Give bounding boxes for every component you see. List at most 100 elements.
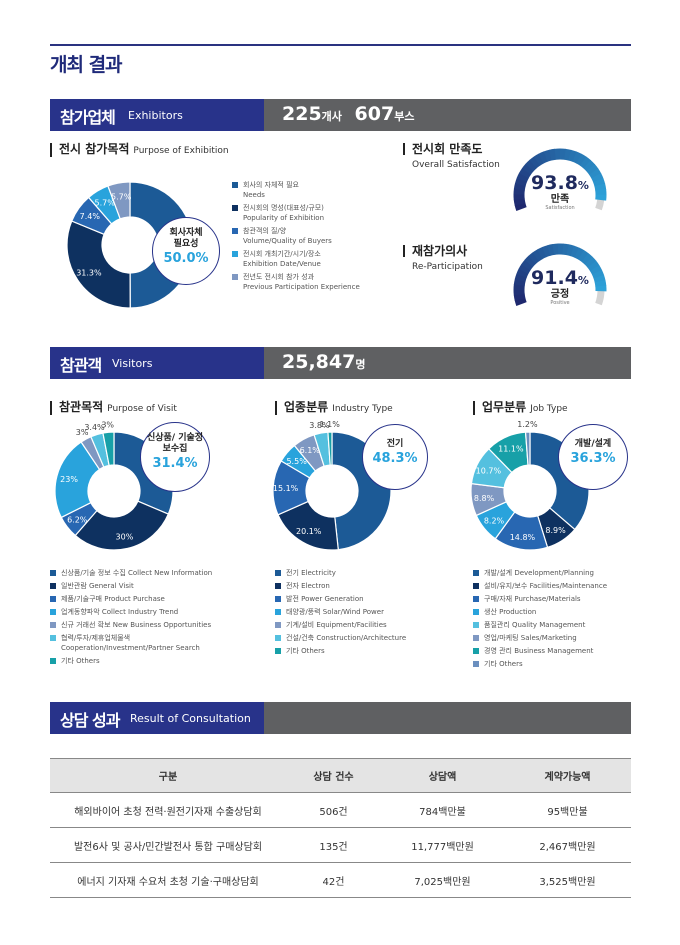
consultation-title-en: Result of Consultation bbox=[130, 712, 251, 725]
pie-data-label: 11.1% bbox=[498, 445, 524, 454]
satisfaction-title-ko: 전시회 만족도 bbox=[412, 142, 483, 156]
exhibition-purpose-title-en: Purpose of Exhibition bbox=[133, 146, 229, 156]
visit-purpose-title-ko: 참관목적 bbox=[59, 400, 104, 414]
pie-data-label: 3% bbox=[101, 420, 114, 429]
industry-type-callout-value: 48.3% bbox=[372, 451, 418, 466]
gauge-value-arc bbox=[529, 156, 541, 169]
satisfaction-title-en: Overall Satisfaction bbox=[412, 160, 500, 170]
legend-swatch bbox=[473, 622, 479, 628]
exhibitors-title-box: 참가업체 Exhibitors bbox=[50, 99, 264, 131]
table-header-row: 구분 상담 건수 상담액 계약가능액 bbox=[50, 758, 631, 793]
legend-item: 영업/마케팅 Sales/Marketing bbox=[473, 633, 633, 643]
table-cell: 11,777백만원 bbox=[381, 827, 504, 863]
exhibition-purpose-callout-value: 50.0% bbox=[163, 251, 209, 266]
visitors-title-en: Visitors bbox=[112, 357, 153, 370]
legend-item: 회사의 자체적 필요 Needs bbox=[232, 180, 392, 200]
legend-item: 품질관리 Quality Management bbox=[473, 620, 633, 630]
legend-label: 건설/건축 Construction/Architecture bbox=[286, 634, 407, 642]
pie-slice bbox=[327, 431, 333, 466]
pie-data-label: 30% bbox=[116, 532, 134, 541]
table-cell: 506건 bbox=[286, 792, 381, 828]
title-rule bbox=[50, 44, 631, 46]
gauge-value-arc bbox=[581, 253, 593, 265]
table-cell: 2,467백만원 bbox=[504, 827, 631, 863]
legend-swatch bbox=[232, 228, 238, 234]
pie-data-label: 5.7% bbox=[95, 198, 116, 207]
legend-label: 품질관리 Quality Management bbox=[484, 621, 586, 629]
gauge-value-arc bbox=[548, 148, 557, 161]
exhibition-purpose-donut: 31.3% 7.4% 5.7%5.7% bbox=[66, 181, 194, 309]
pie-slice bbox=[102, 431, 115, 467]
legend-label: 참관객의 질/양 bbox=[243, 227, 287, 235]
job-type-heading: 업무분류 Job Type bbox=[473, 401, 568, 415]
exhibition-purpose-title-ko: 전시 참가목적 bbox=[59, 142, 130, 156]
gauge-value-arc bbox=[578, 250, 589, 263]
pie-data-label: 3.8% bbox=[309, 421, 330, 430]
exhibition-purpose-callout: 회사자체 필요성 50.0% bbox=[152, 217, 220, 285]
gauge-value-arc bbox=[570, 245, 580, 258]
legend-item: 참관객의 질/양 Volume/Quality of Buyers bbox=[232, 226, 392, 246]
reparticipation-title-ko: 재참가의사 bbox=[412, 244, 468, 258]
legend-label: 구매/자재 Purchase/Materials bbox=[484, 595, 581, 603]
legend-label-en: Cooperation/Investment/Partner Search bbox=[61, 644, 200, 652]
gauge-value-arc bbox=[524, 255, 537, 268]
pie-data-label: 8.8% bbox=[474, 494, 495, 503]
legend-label: 제품/기술구매 Product Purchase bbox=[61, 595, 165, 603]
table-row: 발전6사 및 공사/민간발전사 통합 구매상담회 135건 11,777백만원 … bbox=[50, 827, 631, 863]
gauge-value-arc bbox=[576, 153, 587, 166]
legend-swatch bbox=[473, 570, 479, 576]
industry-type-legend: 전기 Electricity 전자 Electron 발전 Power Gene… bbox=[275, 568, 455, 659]
gauge-value-arc bbox=[552, 243, 559, 255]
exhibitors-stat: 225개사 607부스 bbox=[282, 103, 414, 125]
legend-item: 전시회의 명성(대표성/규모) Popularity of Exhibition bbox=[232, 203, 392, 223]
legend-item: 일반관람 General Visit bbox=[50, 581, 250, 591]
pie-data-label: 8.2% bbox=[484, 516, 505, 525]
exhibitors-unit-booths: 부스 bbox=[394, 110, 415, 123]
legend-swatch bbox=[275, 622, 281, 628]
pie-data-label: 23% bbox=[60, 475, 78, 484]
pie-data-label: 14.8% bbox=[510, 533, 536, 542]
table-cell: 7,025백만원 bbox=[381, 862, 504, 898]
legend-swatch bbox=[50, 658, 56, 664]
legend-label: 경영 관리 Business Management bbox=[484, 647, 594, 655]
reparticipation-value-block: 91.4% 긍정 Positive bbox=[520, 267, 600, 306]
legend-swatch bbox=[473, 583, 479, 589]
legend-item: 신규 거래선 확보 New Business Opportunities bbox=[50, 620, 250, 630]
gauge-value-arc bbox=[528, 252, 540, 265]
legend-item: 전년도 전시회 참가 성과 Previous Participation Expe… bbox=[232, 272, 392, 292]
industry-type-title-en: Industry Type bbox=[332, 404, 393, 414]
table-cell: 95백만불 bbox=[504, 792, 631, 828]
exhibitors-unit-companies: 개사 bbox=[321, 110, 342, 123]
job-type-title-ko: 업무분류 bbox=[482, 400, 527, 414]
gauge-value-arc bbox=[541, 245, 551, 258]
legend-item: 기계/설비 Equipment/Facilities bbox=[275, 620, 455, 630]
gauge-value-arc bbox=[566, 244, 575, 257]
pie-data-label: 3.4% bbox=[84, 423, 105, 432]
satisfaction-number: 93.8 bbox=[531, 172, 578, 194]
legend-label: 전시회의 명성(대표성/규모) bbox=[243, 204, 324, 212]
satisfaction-gauge bbox=[513, 148, 607, 211]
satisfaction-label-ko: 만족 bbox=[550, 194, 570, 205]
exhibitors-title-ko: 참가업체 bbox=[60, 108, 116, 127]
gauge-value-arc bbox=[521, 163, 534, 175]
legend-item: 신상품/기술 정보 수집 Collect New Information bbox=[50, 568, 250, 578]
legend-item: 기타 Others bbox=[473, 659, 633, 669]
legend-swatch bbox=[232, 251, 238, 257]
legend-label: 태양광/풍력 Solar/Wind Power bbox=[286, 608, 384, 616]
pie-slice bbox=[107, 181, 131, 220]
legend-swatch bbox=[50, 570, 56, 576]
exhibition-purpose-legend: 회사의 자체적 필요 Needs 전시회의 명성(대표성/규모) Popularit… bbox=[232, 180, 392, 295]
gauge-value-arc bbox=[532, 249, 543, 262]
legend-item: 경영 관리 Business Management bbox=[473, 646, 633, 656]
satisfaction-percent: % bbox=[577, 179, 589, 192]
pie-data-label: 1.1% bbox=[320, 420, 341, 429]
pie-data-label: 20.1% bbox=[296, 527, 322, 536]
legend-label: 영업/마케팅 Sales/Marketing bbox=[484, 634, 577, 642]
legend-label: 개발/설계 Development/Planning bbox=[484, 569, 594, 577]
consultation-header-bar: 상담 성과 Result of Consultation bbox=[50, 702, 631, 734]
page-title: 개최 결과 bbox=[50, 54, 123, 76]
legend-swatch bbox=[473, 648, 479, 654]
legend-item: 전시회 개최기간/시기/장소 Exhibition Date/Venue bbox=[232, 249, 392, 269]
legend-label: 설비/유지/보수 Facilities/Maintenance bbox=[484, 582, 608, 590]
legend-item: 기타 Others bbox=[275, 646, 455, 656]
